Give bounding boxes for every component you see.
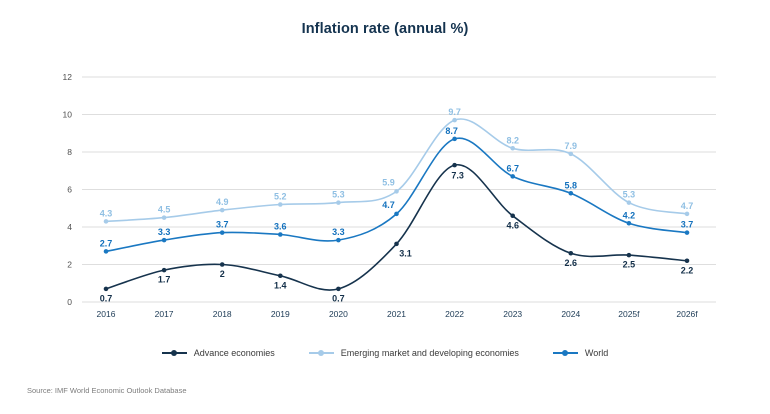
svg-text:4.9: 4.9 [216,197,229,207]
svg-text:4.2: 4.2 [623,210,636,220]
svg-text:2016: 2016 [97,309,116,319]
chart-legend: Advance economies Emerging market and de… [0,348,770,358]
svg-text:4.5: 4.5 [158,205,171,215]
svg-text:2: 2 [220,269,225,279]
data-point-labels: 4.3 4.5 4.9 5.2 5.3 5.9 9.7 8.2 7.9 5.3 4.7 2.7 3.3 3… [100,107,694,303]
svg-text:1.4: 1.4 [274,280,287,290]
series-advance [103,162,690,292]
svg-text:4.7: 4.7 [681,201,694,211]
svg-text:10: 10 [63,110,73,120]
svg-text:5.8: 5.8 [565,180,578,190]
svg-text:4.6: 4.6 [506,220,519,230]
svg-text:2020: 2020 [329,309,348,319]
legend-marker-advance-economies [161,350,187,356]
svg-text:2019: 2019 [271,309,290,319]
svg-text:3.7: 3.7 [681,220,694,230]
svg-text:3.3: 3.3 [332,227,345,237]
svg-text:2023: 2023 [503,309,522,319]
legend-label-emerging-economies: Emerging market and developing economies [340,348,519,358]
svg-text:8: 8 [67,147,72,157]
svg-text:9.7: 9.7 [448,107,461,117]
svg-text:3.6: 3.6 [274,222,287,232]
svg-text:2.2: 2.2 [681,265,694,275]
legend-item-emerging-economies: Emerging market and developing economies [308,348,519,358]
svg-text:3.1: 3.1 [399,248,412,258]
svg-text:7.9: 7.9 [565,141,578,151]
svg-text:7.3: 7.3 [451,171,464,181]
svg-text:5.9: 5.9 [382,177,395,187]
svg-text:6: 6 [67,185,72,195]
legend-label-world: World [584,348,609,358]
svg-text:4: 4 [67,222,72,232]
series-world [103,136,690,254]
svg-text:0: 0 [67,297,72,307]
svg-text:3.3: 3.3 [158,227,171,237]
series-emerging [103,117,690,224]
svg-text:2: 2 [67,260,72,270]
svg-text:0.7: 0.7 [332,293,345,303]
svg-text:4.3: 4.3 [100,208,113,218]
y-axis-tick-labels: 0 2 4 6 8 10 12 [63,72,73,307]
svg-text:2025f: 2025f [618,309,640,319]
legend-item-advance-economies: Advance economies [161,348,275,358]
svg-text:0.7: 0.7 [100,293,113,303]
svg-text:2.5: 2.5 [623,260,636,270]
svg-text:2017: 2017 [155,309,174,319]
svg-text:12: 12 [63,72,73,82]
legend-item-world: World [552,348,609,358]
legend-marker-emerging-economies [308,350,334,356]
legend-marker-world [552,350,578,356]
svg-text:2026f: 2026f [676,309,698,319]
svg-text:6.7: 6.7 [506,163,519,173]
svg-text:5.3: 5.3 [623,190,636,200]
svg-text:5.3: 5.3 [332,190,345,200]
chart-title: Inflation rate (annual %) [301,21,469,37]
legend-label-advance-economies: Advance economies [193,348,275,358]
svg-text:2.6: 2.6 [565,258,578,268]
svg-text:8.7: 8.7 [445,126,458,136]
svg-text:5.2: 5.2 [274,192,287,202]
svg-text:4.7: 4.7 [382,200,395,210]
svg-text:3.7: 3.7 [216,220,229,230]
x-axis-tick-labels: 2016 2017 2018 2019 2020 2021 2022 2023 2024 2025… [97,309,699,319]
svg-text:1.7: 1.7 [158,275,171,285]
svg-text:2022: 2022 [445,309,464,319]
source-note: Source: IMF World Economic Outlook Datab… [27,386,187,395]
svg-text:8.2: 8.2 [506,135,519,145]
svg-text:2.7: 2.7 [100,238,113,248]
series-lines [103,117,690,292]
svg-text:2024: 2024 [561,309,580,319]
svg-text:2021: 2021 [387,309,406,319]
svg-text:2018: 2018 [213,309,232,319]
